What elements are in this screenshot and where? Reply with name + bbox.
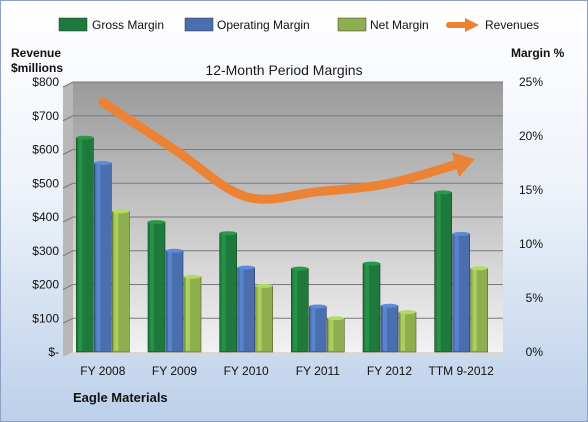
left-axis-tick-label: $200 — [32, 278, 59, 292]
plot-floor — [59, 352, 503, 356]
left-axis-tick-label: $700 — [32, 109, 59, 123]
legend-label-gross-margin: Gross Margin — [92, 18, 164, 32]
legend-swatch-revenues — [446, 18, 479, 32]
gridline-side — [62, 182, 74, 189]
bar-operating-margin — [380, 303, 399, 353]
bar-gross-margin — [434, 190, 452, 353]
gridline-side — [62, 149, 74, 155]
bar-gross-margin — [76, 135, 94, 353]
left-axis-label-line1: Revenue — [11, 46, 61, 60]
bar-net-margin — [327, 316, 345, 353]
revenues-line — [98, 97, 475, 204]
legend-label-revenues: Revenues — [485, 18, 539, 32]
gridline-side — [62, 250, 74, 257]
revenues-line-path — [98, 97, 466, 204]
bar-gross-margin — [291, 266, 309, 353]
right-axis-tick-label: 20% — [519, 129, 543, 143]
legend-swatch-gross-margin — [58, 17, 88, 32]
bar-net-margin — [112, 209, 130, 353]
left-axis-tick-label: $600 — [32, 143, 59, 157]
right-axis-label: Margin % — [511, 46, 565, 60]
right-axis-tick-label: 10% — [519, 237, 543, 251]
bar-operating-margin — [237, 265, 255, 353]
category-label: FY 2009 — [152, 364, 197, 378]
gridline-side — [62, 317, 74, 324]
bar-operating-margin — [309, 304, 327, 353]
legend-label-net-margin: Net Margin — [370, 18, 429, 32]
category-label: FY 2011 — [296, 364, 341, 378]
left-axis-tick-label: $- — [48, 345, 59, 359]
left-axis-tick-label: $100 — [32, 311, 59, 325]
chart-title: 12-Month Period Margins — [205, 62, 362, 78]
category-label: TTM 9-2012 — [428, 364, 494, 378]
left-axis-label-line2: $millions — [11, 61, 63, 75]
chart-footer: Eagle Materials — [73, 390, 168, 405]
right-axis-tick-label: 15% — [519, 183, 543, 197]
category-label: FY 2008 — [80, 364, 125, 378]
legend-swatch-operating-margin — [184, 17, 214, 32]
left-axis-ticks: $- $100 $200 $300 $400 $500 $600 $700 $800 — [32, 75, 59, 359]
right-axis-tick-label: 25% — [519, 75, 543, 89]
revenues-arrowhead — [451, 152, 475, 178]
bar-gross-margin — [362, 261, 381, 353]
legend: Gross Margin Operating Margin Net Margin… — [58, 17, 539, 32]
legend-swatch-net-margin — [337, 17, 367, 32]
right-axis-tick-label: 0% — [526, 345, 544, 359]
legend-label-operating-margin: Operating Margin — [217, 18, 310, 32]
gridline-side — [62, 81, 74, 88]
bar-net-margin — [398, 310, 417, 353]
bar-operating-margin — [452, 231, 470, 353]
gridlines — [62, 81, 503, 324]
category-label: FY 2012 — [367, 364, 412, 378]
left-axis-tick-label: $800 — [32, 75, 59, 89]
right-axis-tick-label: 5% — [526, 291, 544, 305]
right-axis-ticks: 0% 5% 10% 15% 20% 25% — [519, 75, 543, 359]
left-axis-tick-label: $400 — [32, 210, 59, 224]
bar-operating-margin — [165, 248, 184, 353]
left-axis-tick-label: $300 — [32, 244, 59, 258]
bar-gross-margin — [147, 220, 166, 353]
bar-gross-margin — [219, 231, 237, 353]
gridline-side — [62, 216, 74, 223]
category-labels: FY 2008 FY 2009 FY 2010 FY 2011 FY 2012 TTM 9… — [80, 364, 494, 378]
bar-net-margin — [470, 266, 488, 353]
bar-operating-margin — [94, 161, 112, 353]
bar-net-margin — [183, 274, 202, 353]
bars — [76, 135, 488, 353]
gridline-side — [62, 284, 74, 290]
category-label: FY 2010 — [224, 364, 269, 378]
gridline-side — [62, 115, 74, 122]
left-axis-tick-label: $500 — [32, 176, 59, 190]
bar-net-margin — [255, 283, 273, 353]
